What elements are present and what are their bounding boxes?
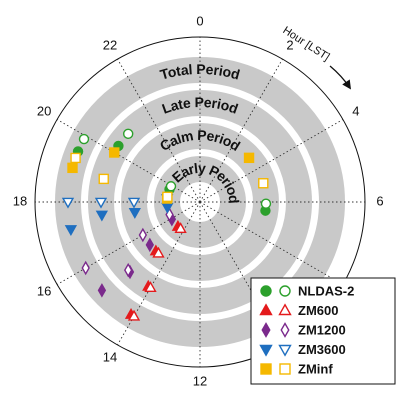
data-point bbox=[243, 152, 255, 164]
legend-marker bbox=[278, 303, 292, 316]
hour-tick-label: 12 bbox=[193, 373, 207, 388]
data-point bbox=[174, 222, 187, 233]
data-point bbox=[95, 210, 108, 222]
data-point bbox=[127, 309, 141, 321]
legend-label: ZM600 bbox=[298, 303, 338, 318]
data-point bbox=[152, 246, 165, 258]
legend-box bbox=[250, 277, 396, 385]
legend-marker bbox=[261, 322, 271, 338]
hour-tick-label: 16 bbox=[37, 283, 51, 298]
data-point bbox=[97, 283, 107, 298]
hour-tick-label: 6 bbox=[376, 193, 383, 208]
hour-tick-label: 22 bbox=[103, 38, 117, 53]
legend-label: ZM3600 bbox=[298, 342, 346, 357]
data-point bbox=[138, 227, 148, 243]
legend-marker bbox=[279, 363, 291, 375]
legend-marker bbox=[260, 285, 272, 297]
grid-spoke bbox=[199, 201, 344, 285]
hour-tick-label: 4 bbox=[352, 103, 359, 118]
data-point bbox=[144, 281, 157, 293]
data-point bbox=[128, 208, 141, 219]
period-label-text: Total Period bbox=[158, 61, 242, 83]
data-point bbox=[109, 147, 120, 158]
legend-marker bbox=[279, 285, 291, 297]
legend-marker bbox=[280, 322, 290, 338]
hour-tick-label: 20 bbox=[37, 103, 51, 118]
legend-marker bbox=[259, 303, 273, 316]
data-point bbox=[94, 197, 108, 209]
legend-marker bbox=[278, 344, 292, 357]
legend-marker bbox=[260, 363, 272, 375]
legend-label: ZM1200 bbox=[298, 322, 346, 337]
data-point bbox=[260, 198, 272, 209]
grid-spoke bbox=[117, 58, 201, 203]
grid-spoke bbox=[56, 201, 201, 285]
period-label: Late Period bbox=[160, 94, 241, 117]
data-point bbox=[98, 173, 109, 185]
grid-spoke bbox=[56, 119, 201, 203]
data-point bbox=[124, 262, 133, 278]
data-point bbox=[145, 237, 154, 253]
hour-tick-label: 18 bbox=[13, 193, 27, 208]
hour-tick-label: 2 bbox=[286, 38, 293, 53]
legend-label: NLDAS-2 bbox=[298, 283, 354, 298]
legend-label: ZMinf bbox=[298, 361, 333, 376]
period-label-text: Late Period bbox=[160, 94, 241, 117]
data-point bbox=[162, 191, 173, 203]
data-point bbox=[64, 225, 78, 237]
data-point bbox=[78, 133, 90, 145]
axis-arrow bbox=[329, 65, 352, 90]
data-point bbox=[258, 178, 269, 189]
data-point bbox=[127, 197, 141, 209]
hour-tick-label: 0 bbox=[196, 13, 203, 28]
data-point bbox=[67, 162, 78, 174]
hour-tick-label: 14 bbox=[103, 349, 117, 364]
legend-marker bbox=[259, 344, 273, 357]
grid-spoke bbox=[199, 119, 344, 203]
grid-spoke bbox=[199, 58, 283, 203]
data-point bbox=[122, 128, 134, 140]
period-label: Total Period bbox=[158, 61, 242, 83]
data-point bbox=[165, 181, 177, 192]
grid-spoke bbox=[117, 201, 201, 346]
data-point bbox=[70, 152, 81, 164]
data-point bbox=[81, 260, 90, 276]
data-point bbox=[61, 197, 75, 209]
